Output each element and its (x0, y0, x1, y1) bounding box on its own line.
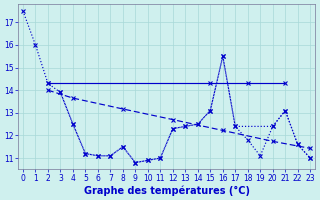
X-axis label: Graphe des températures (°C): Graphe des températures (°C) (84, 185, 250, 196)
